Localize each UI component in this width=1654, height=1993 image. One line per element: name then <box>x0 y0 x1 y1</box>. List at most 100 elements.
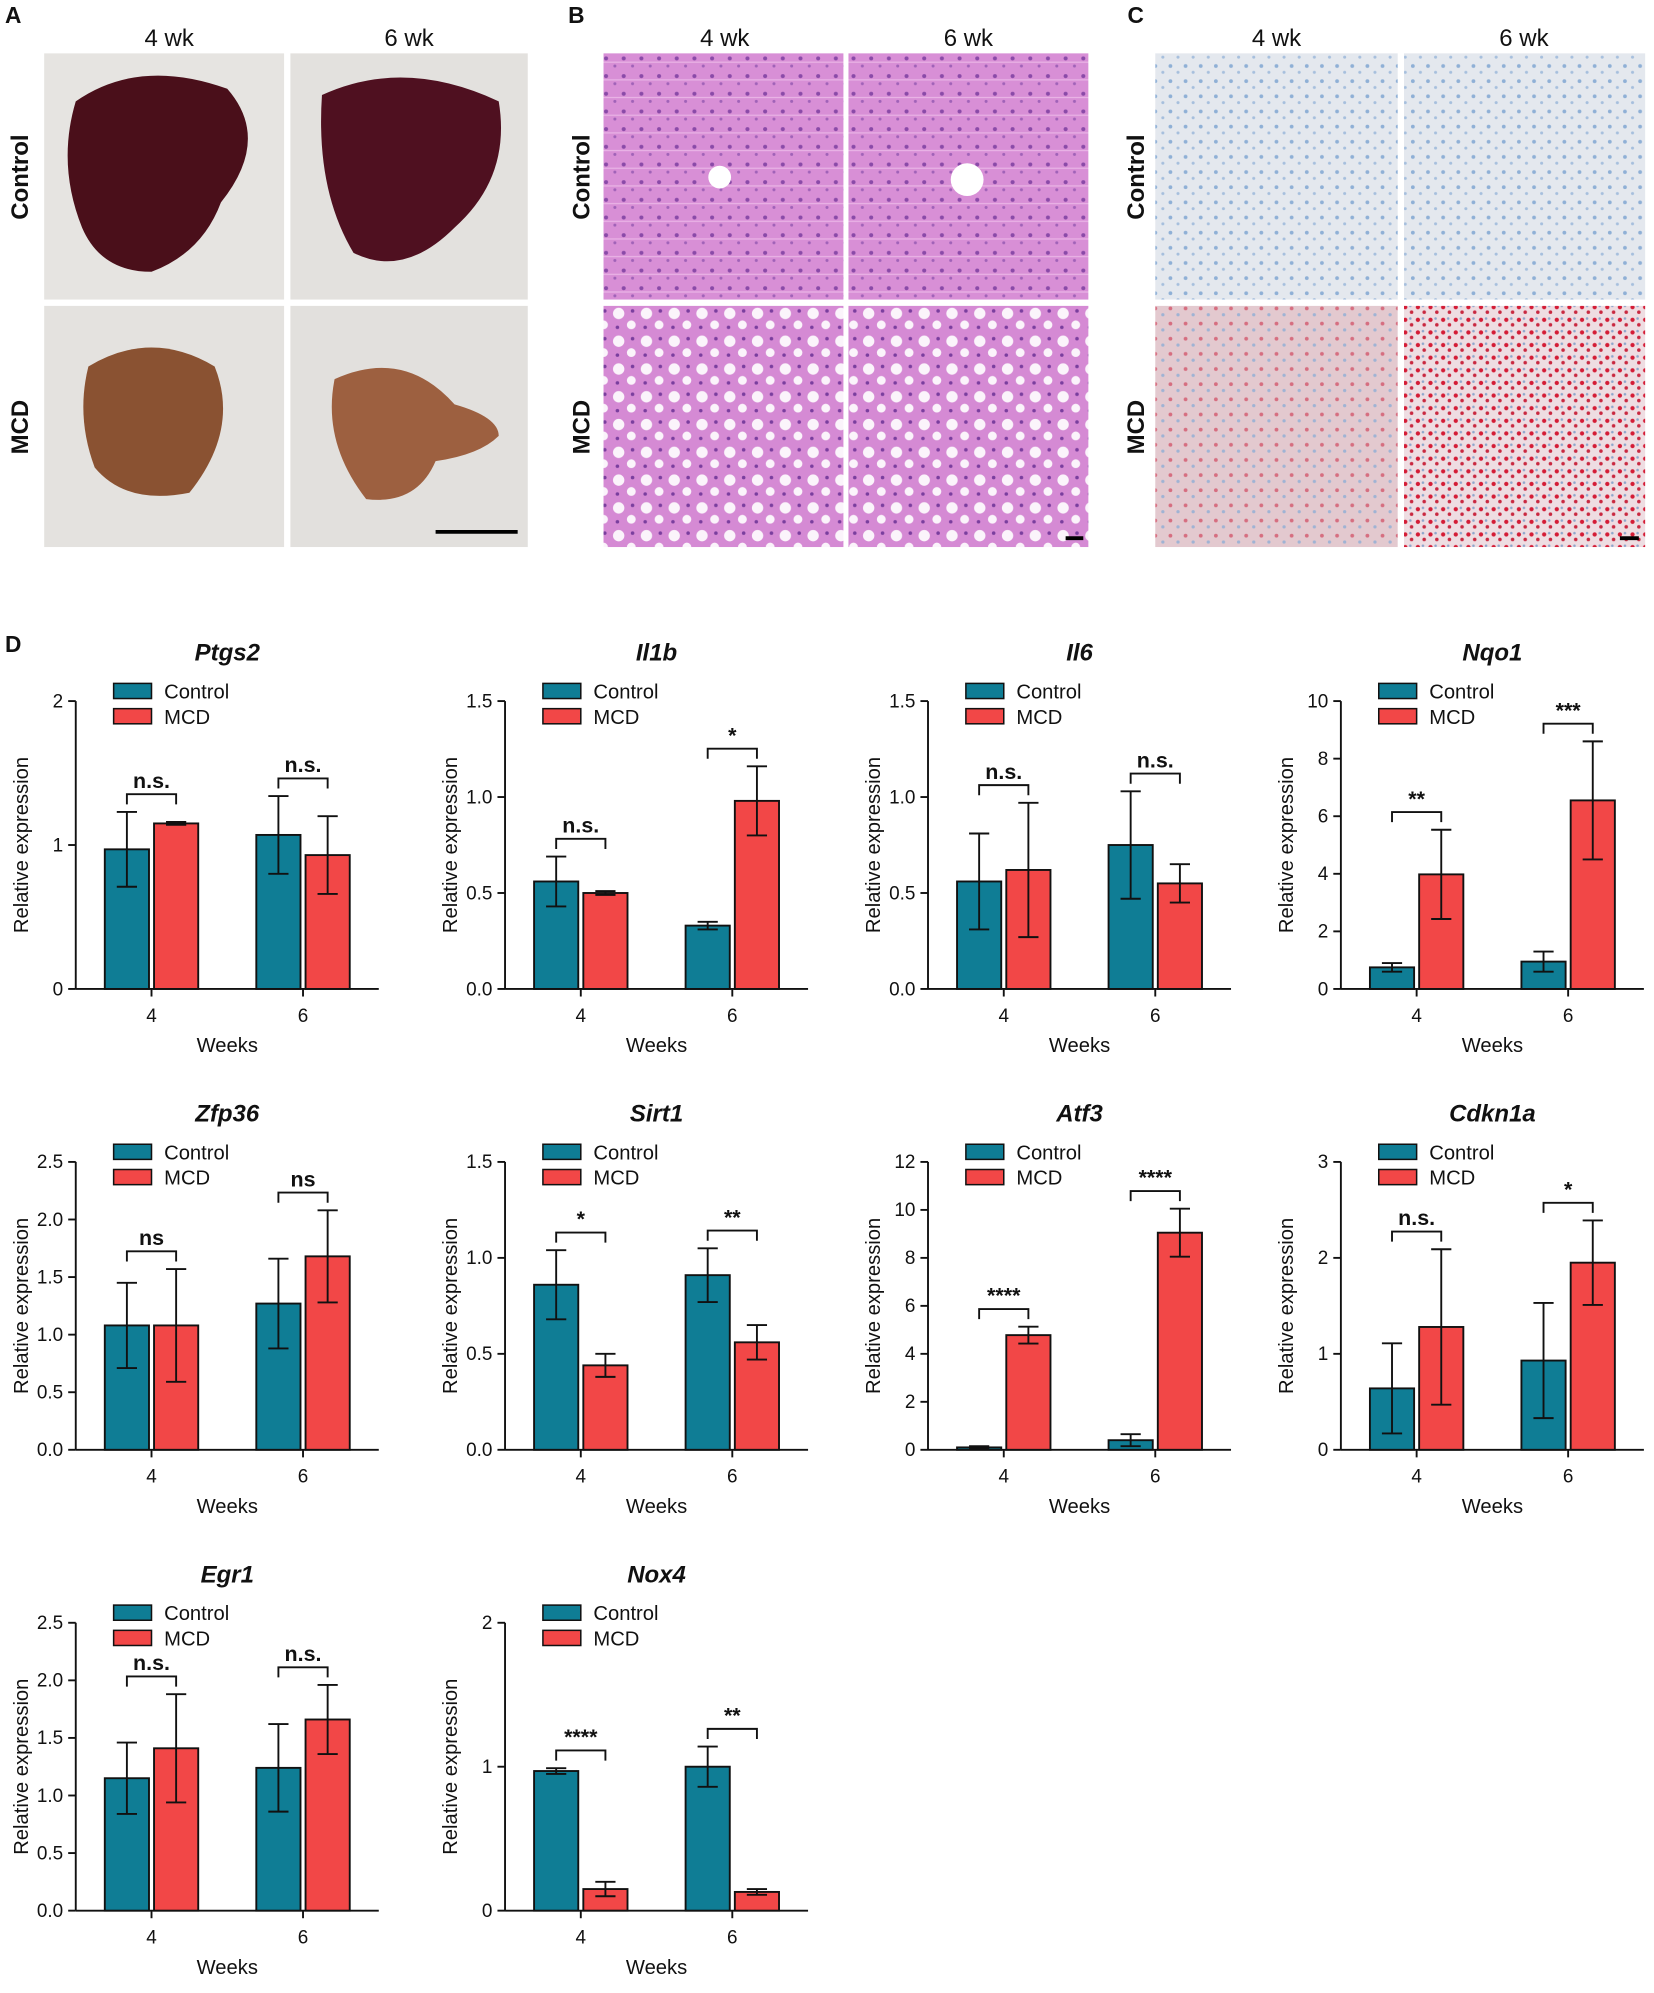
row-label: Control <box>1123 134 1150 219</box>
x-tick-label: 4 <box>146 1006 157 1027</box>
legend-swatch <box>965 1143 1005 1161</box>
error-bar <box>1431 1248 1452 1406</box>
error-bar <box>116 1741 137 1815</box>
significance-label: n.s. <box>562 814 599 838</box>
y-tick-label: 1.0 <box>37 1786 63 1807</box>
significance-bracket <box>1129 772 1181 784</box>
legend-label: Control <box>164 1603 229 1625</box>
bar <box>533 1770 580 1912</box>
chart-title: Atf3 <box>1055 1101 1103 1128</box>
significance-bracket <box>1391 1230 1443 1242</box>
legend-swatch <box>542 707 582 725</box>
y-axis-label: Relative expression <box>1276 1218 1298 1394</box>
chart-title: Sirt1 <box>630 1101 683 1128</box>
legend-label: MCD <box>164 1628 210 1650</box>
y-tick-label: 12 <box>894 1152 915 1173</box>
bar <box>1156 1231 1203 1451</box>
significance-bracket <box>125 1250 178 1262</box>
x-tick-label: 4 <box>146 1467 157 1488</box>
legend-label: MCD <box>164 707 210 729</box>
error-bar <box>317 1684 338 1755</box>
error-bar <box>546 1767 567 1775</box>
legend-swatch <box>542 1629 582 1647</box>
significance-label: *** <box>1556 698 1582 722</box>
significance-bracket <box>706 747 758 759</box>
legend-label: MCD <box>1016 1168 1062 1190</box>
chart-title: Il1b <box>636 640 677 667</box>
column-header: 4 wk <box>1252 25 1302 52</box>
significance-label: ns <box>139 1226 164 1250</box>
significance-label: n.s. <box>285 753 322 777</box>
x-axis-label: Weeks <box>197 1035 258 1057</box>
column-header: 6 wk <box>1499 25 1549 52</box>
x-tick-label: 6 <box>298 1927 309 1948</box>
error-bar <box>116 1281 137 1369</box>
error-bar <box>1381 962 1403 973</box>
bar <box>684 924 731 990</box>
significance-label: n.s. <box>1398 1206 1435 1230</box>
error-bar <box>1018 1325 1039 1345</box>
bar <box>582 892 629 990</box>
legend-label: Control <box>593 1603 658 1625</box>
y-tick-label: 1.5 <box>466 1152 492 1173</box>
y-axis-label: Relative expression <box>11 757 33 933</box>
x-tick-label: 6 <box>1150 1467 1161 1488</box>
error-bar <box>746 1888 768 1896</box>
legend-label: Control <box>1429 682 1494 704</box>
error-bar <box>697 1745 718 1788</box>
legend-swatch <box>112 1143 153 1161</box>
significance-label: * <box>1564 1177 1573 1201</box>
significance-label: **** <box>1139 1166 1173 1190</box>
legend-label: Control <box>164 682 229 704</box>
y-tick-label: 0.5 <box>37 1383 63 1404</box>
column-header: 6 wk <box>384 25 434 52</box>
y-tick-label: 0.0 <box>37 1440 63 1461</box>
significance-label: n.s. <box>133 769 170 793</box>
significance-label: * <box>577 1207 586 1231</box>
x-tick-label: 4 <box>146 1927 157 1948</box>
error-bar <box>1120 1433 1141 1448</box>
significance-label: ** <box>724 1704 741 1728</box>
chart-title: Nox4 <box>627 1561 686 1588</box>
error-bar <box>1169 1207 1190 1258</box>
y-tick-label: 2 <box>53 691 64 712</box>
bar <box>1005 1334 1052 1451</box>
significance-label: n.s. <box>133 1651 170 1675</box>
x-tick-label: 6 <box>298 1467 309 1488</box>
bar <box>153 822 200 990</box>
legend-swatch <box>965 707 1005 725</box>
y-tick-label: 2.0 <box>37 1210 63 1231</box>
legend-swatch <box>1377 707 1418 725</box>
error-bar <box>1169 863 1190 904</box>
x-tick-label: 4 <box>1411 1467 1422 1488</box>
y-axis-label: Relative expression <box>1276 757 1298 933</box>
y-axis-label: Relative expression <box>440 757 462 933</box>
x-axis-label: Weeks <box>1049 1035 1110 1057</box>
bar <box>255 1302 302 1451</box>
y-tick-label: 0 <box>1318 1440 1329 1461</box>
legend-swatch <box>1377 682 1418 700</box>
y-tick-label: 1.0 <box>466 1248 492 1269</box>
significance-bracket <box>277 1191 329 1203</box>
significance-label: ** <box>724 1205 741 1229</box>
error-bar <box>595 1880 616 1898</box>
x-axis-label: Weeks <box>197 1957 258 1979</box>
significance-bracket <box>277 777 329 789</box>
legend-label: MCD <box>1429 707 1475 729</box>
y-tick-label: 1.0 <box>889 787 915 808</box>
panel-b-images <box>603 53 1089 548</box>
legend-label: MCD <box>593 707 639 729</box>
y-tick-label: 0 <box>905 1440 916 1461</box>
column-header: 4 wk <box>700 25 750 52</box>
error-bar <box>969 832 990 931</box>
y-tick-label: 0.0 <box>889 979 915 1000</box>
y-tick-label: 1.0 <box>37 1325 63 1346</box>
chart-title: Cdkn1a <box>1449 1101 1536 1128</box>
y-axis-label: Relative expression <box>863 757 885 933</box>
bar <box>684 1274 731 1451</box>
column-header: 6 wk <box>944 25 994 52</box>
x-tick-label: 6 <box>1563 1006 1574 1027</box>
legend-swatch <box>112 1168 153 1186</box>
chart-title: Nqo1 <box>1462 640 1522 667</box>
